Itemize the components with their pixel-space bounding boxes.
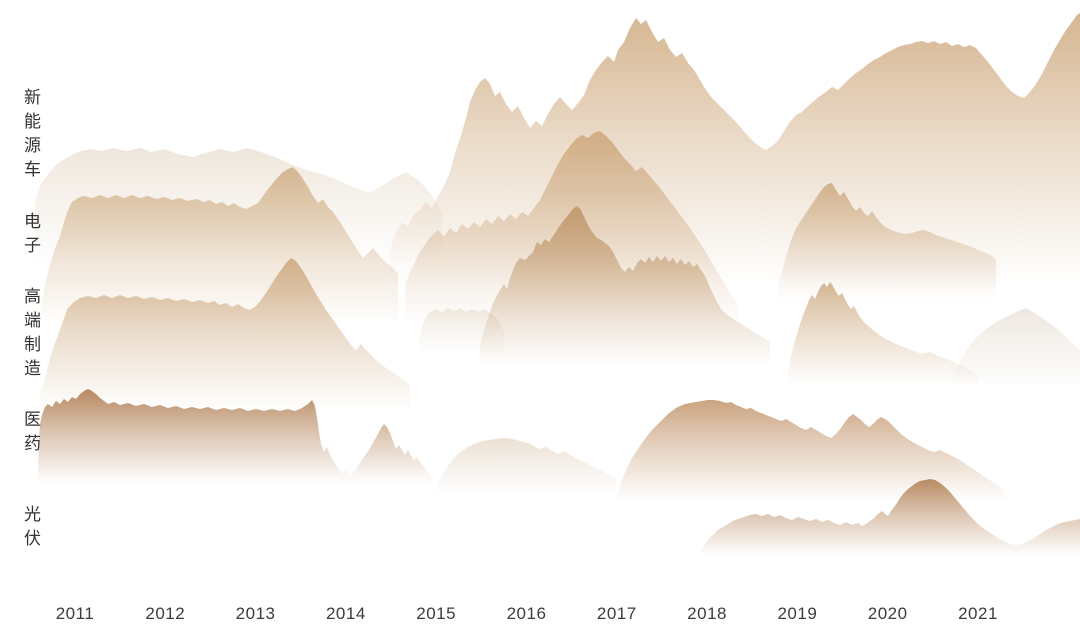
ridge-solar-ridge <box>693 479 1080 585</box>
ridge-highend-right-spiky <box>788 282 978 425</box>
y-axis-label-2: 高端制造 <box>21 287 40 383</box>
x-tick-label-2017: 2017 <box>596 604 637 623</box>
ridge-center-dark-peak <box>480 206 770 430</box>
y-axis: 新能源车电子高端制造医药光伏 <box>0 0 48 600</box>
y-axis-label-0: 新能源车 <box>21 88 40 184</box>
ridge-pharma-mid-faint <box>432 438 616 515</box>
x-tick-label-2015: 2015 <box>416 604 457 623</box>
x-tick-label-2012: 2012 <box>145 604 186 623</box>
x-axis: 2011 2012 2013 2014 2015 2016 2017 2018 2019 2020… <box>0 604 1080 634</box>
x-tick-label-2011: 2011 <box>55 604 95 623</box>
x-tick-label-2021: 2021 <box>958 604 998 623</box>
x-tick-label-2013: 2013 <box>235 604 276 623</box>
x-tick-label-2019: 2019 <box>777 604 818 623</box>
y-axis-label-3: 医药 <box>21 410 40 458</box>
y-axis-label-1: 电子 <box>21 212 40 260</box>
x-tick-label-2018: 2018 <box>687 604 728 623</box>
x-tick-label-2016: 2016 <box>506 604 547 623</box>
y-axis-label-4: 光伏 <box>21 505 40 553</box>
ridge-pharma-left-plateau <box>38 389 432 520</box>
x-tick-label-2020: 2020 <box>867 604 908 623</box>
x-tick-label-2014: 2014 <box>325 604 366 623</box>
